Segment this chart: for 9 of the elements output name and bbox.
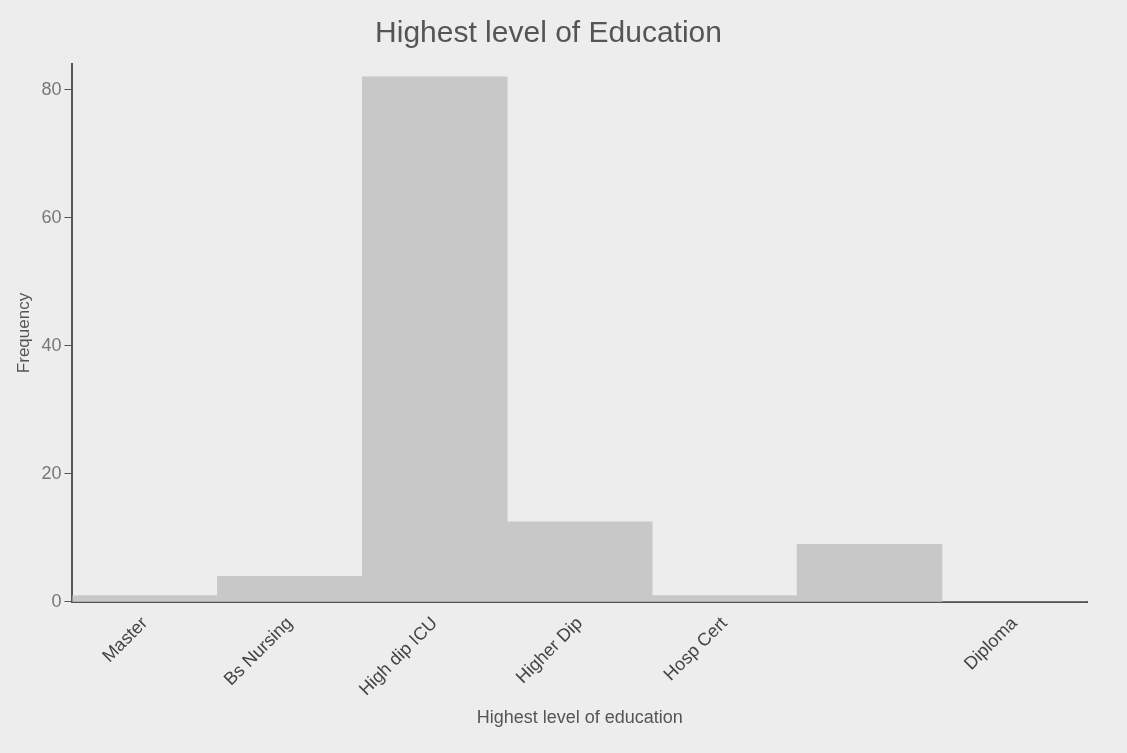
chart-title: Highest level of Education <box>375 15 722 49</box>
y-tick-label: 40 <box>41 334 62 355</box>
y-tick-label: 20 <box>41 462 62 483</box>
y-tick-label: 60 <box>41 206 62 227</box>
y-tick-label: 0 <box>51 590 62 611</box>
x-axis-title: Highest level of education <box>476 707 683 728</box>
x-tick-label: High dip ICU <box>354 612 442 700</box>
y-tick-label: 80 <box>41 78 62 99</box>
y-axis-title: Frequency <box>13 292 33 374</box>
